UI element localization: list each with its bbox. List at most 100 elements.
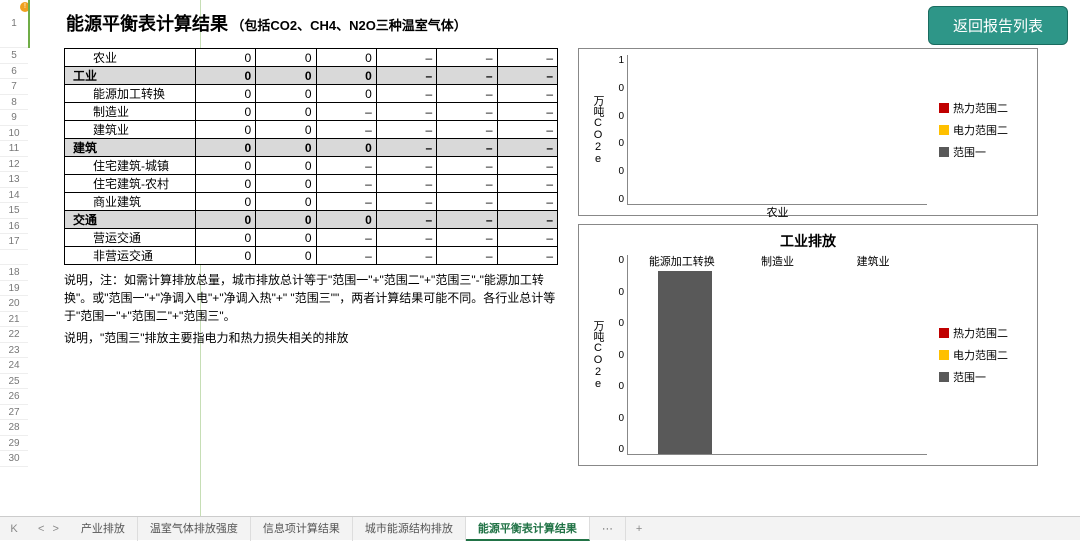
cell: – bbox=[497, 247, 557, 265]
row-header[interactable]: 28 bbox=[0, 420, 28, 436]
row-header[interactable]: 1! bbox=[0, 0, 28, 48]
row-header[interactable]: 10 bbox=[0, 126, 28, 142]
cell: – bbox=[437, 229, 497, 247]
row-label: 建筑 bbox=[65, 139, 196, 157]
x-category: 农业 bbox=[767, 204, 789, 220]
return-report-list-button[interactable]: 返回报告列表 bbox=[928, 6, 1068, 45]
legend-swatch bbox=[939, 372, 949, 382]
row-label: 交通 bbox=[65, 211, 196, 229]
y-tick: 0 bbox=[607, 138, 624, 149]
y-tick: 0 bbox=[607, 318, 624, 329]
row-header[interactable]: 8 bbox=[0, 95, 28, 111]
row-label: 商业建筑 bbox=[65, 193, 196, 211]
table-row: 建筑000––– bbox=[65, 139, 558, 157]
row-header[interactable]: 22 bbox=[0, 327, 28, 343]
tab-add-icon[interactable]: + bbox=[626, 523, 652, 535]
cell: – bbox=[437, 139, 497, 157]
row-label: 工业 bbox=[65, 67, 196, 85]
cell: 0 bbox=[195, 139, 255, 157]
y-tick: 0 bbox=[607, 255, 624, 266]
sheet-tab[interactable]: 城市能源结构排放 bbox=[353, 517, 466, 541]
row-header[interactable] bbox=[0, 250, 28, 266]
row-header[interactable]: 23 bbox=[0, 343, 28, 359]
legend-label: 电力范围二 bbox=[953, 347, 1008, 363]
cell: 0 bbox=[316, 85, 376, 103]
cell: – bbox=[376, 247, 436, 265]
chart1-y-label: 万吨CO2e bbox=[589, 55, 607, 205]
cell: 0 bbox=[195, 85, 255, 103]
cell: 0 bbox=[195, 67, 255, 85]
energy-balance-table: 农业000–––工业000–––能源加工转换000–––制造业00––––建筑业… bbox=[64, 48, 558, 265]
notes-block: 说明，注：如需计算排放总量，城市排放总计等于"范围一"+"范围二"+"范围三"-… bbox=[64, 271, 558, 347]
tab-next-icon[interactable]: > bbox=[52, 523, 58, 535]
sheet-tab[interactable]: 能源平衡表计算结果 bbox=[466, 517, 590, 541]
cell: – bbox=[316, 175, 376, 193]
cell: 0 bbox=[256, 157, 316, 175]
tab-prev-icon[interactable]: < bbox=[38, 523, 44, 535]
table-row: 住宅建筑-城镇00–––– bbox=[65, 157, 558, 175]
cell: – bbox=[437, 121, 497, 139]
tab-more[interactable]: ··· bbox=[590, 517, 626, 541]
cell: – bbox=[497, 175, 557, 193]
sheet-tab[interactable]: 温室气体排放强度 bbox=[138, 517, 251, 541]
row-header[interactable]: 27 bbox=[0, 405, 28, 421]
chart-industry: 工业排放 万吨CO2e 0000000 能源加工转换制造业建筑业 热力范围二电力… bbox=[578, 224, 1038, 466]
row-label: 住宅建筑-城镇 bbox=[65, 157, 196, 175]
sheet-tab[interactable]: 信息项计算结果 bbox=[251, 517, 353, 541]
table-row: 商业建筑00–––– bbox=[65, 193, 558, 211]
row-header[interactable]: 21 bbox=[0, 312, 28, 328]
cell: – bbox=[437, 175, 497, 193]
tab-nav-k[interactable]: K bbox=[0, 523, 28, 535]
cell: – bbox=[376, 211, 436, 229]
row-header[interactable]: 13 bbox=[0, 172, 28, 188]
row-header[interactable]: 16 bbox=[0, 219, 28, 235]
row-header[interactable]: 26 bbox=[0, 389, 28, 405]
row-header[interactable]: 20 bbox=[0, 296, 28, 312]
cell: – bbox=[437, 85, 497, 103]
cell: – bbox=[497, 229, 557, 247]
cell: 0 bbox=[195, 193, 255, 211]
row-header[interactable]: 6 bbox=[0, 64, 28, 80]
row-header[interactable]: 24 bbox=[0, 358, 28, 374]
row-header[interactable]: 17 bbox=[0, 234, 28, 250]
cell: 0 bbox=[256, 67, 316, 85]
legend-label: 热力范围二 bbox=[953, 325, 1008, 341]
row-header[interactable]: 18 bbox=[0, 265, 28, 281]
cell: 0 bbox=[316, 139, 376, 157]
row-label: 制造业 bbox=[65, 103, 196, 121]
row-header[interactable]: 15 bbox=[0, 203, 28, 219]
cell: – bbox=[497, 103, 557, 121]
row-header[interactable]: 9 bbox=[0, 110, 28, 126]
row-header[interactable]: 11 bbox=[0, 141, 28, 157]
page-subtitle: （包括CO2、CH4、N2O三种温室气体） bbox=[231, 18, 466, 33]
cell: – bbox=[316, 103, 376, 121]
legend-item: 电力范围二 bbox=[939, 347, 1027, 363]
table-row: 工业000––– bbox=[65, 67, 558, 85]
x-category: 制造业 bbox=[761, 253, 794, 470]
cell: – bbox=[437, 211, 497, 229]
row-header[interactable]: 19 bbox=[0, 281, 28, 297]
row-header[interactable]: 14 bbox=[0, 188, 28, 204]
row-header[interactable]: 7 bbox=[0, 79, 28, 95]
legend-label: 范围一 bbox=[953, 144, 986, 160]
note-1: 说明，注：如需计算排放总量，城市排放总计等于"范围一"+"范围二"+"范围三"-… bbox=[64, 271, 558, 325]
title-bar: 能源平衡表计算结果 （包括CO2、CH4、N2O三种温室气体） bbox=[28, 0, 1080, 48]
row-header[interactable]: 30 bbox=[0, 451, 28, 467]
table-row: 农业000––– bbox=[65, 49, 558, 67]
row-header[interactable]: 25 bbox=[0, 374, 28, 390]
row-header[interactable]: 5 bbox=[0, 48, 28, 64]
sheet-tab[interactable]: 产业排放 bbox=[69, 517, 138, 541]
cell: – bbox=[376, 85, 436, 103]
cell: – bbox=[437, 247, 497, 265]
cell: – bbox=[437, 157, 497, 175]
y-tick: 0 bbox=[607, 194, 624, 205]
row-header[interactable]: 29 bbox=[0, 436, 28, 452]
row-header-column: 1!56789101112131415161718192021222324252… bbox=[0, 0, 28, 467]
bar bbox=[658, 271, 712, 454]
row-header[interactable]: 12 bbox=[0, 157, 28, 173]
legend-label: 范围一 bbox=[953, 369, 986, 385]
cell: – bbox=[437, 67, 497, 85]
cell: 0 bbox=[256, 49, 316, 67]
cell: 0 bbox=[195, 247, 255, 265]
legend-label: 电力范围二 bbox=[953, 122, 1008, 138]
